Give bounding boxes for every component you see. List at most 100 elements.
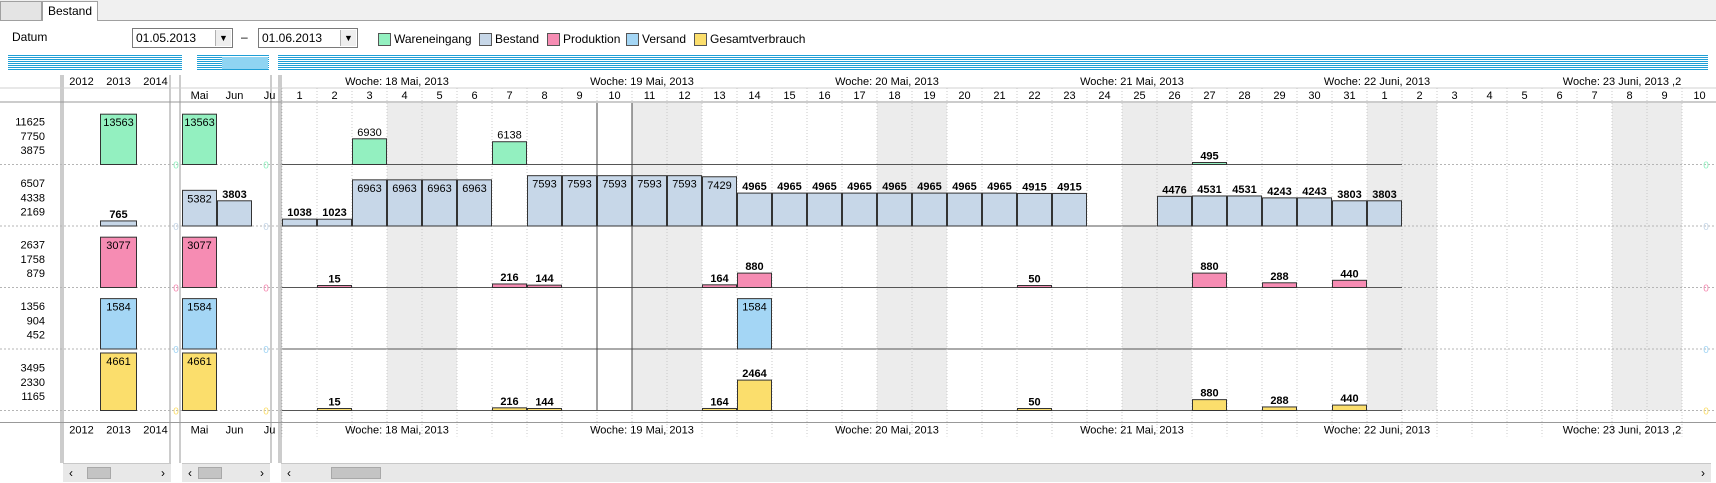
axis-zero-label: 0 <box>1703 161 1709 172</box>
day-tick-label: 16 <box>818 90 830 102</box>
y-tick-label: 3875 <box>21 145 45 157</box>
scroll-left-icon[interactable]: ‹ <box>188 466 192 480</box>
day-tick-label: 8 <box>541 90 547 102</box>
chevron-down-icon[interactable]: ▼ <box>340 30 356 46</box>
bar-value-label: 7593 <box>532 179 556 191</box>
day-bar <box>1297 197 1332 227</box>
day-bar <box>562 175 597 227</box>
day-tick-label: 9 <box>1661 90 1667 102</box>
bar-value-label: 1584 <box>187 302 211 314</box>
day-bar <box>737 298 772 350</box>
year-scrollbar[interactable]: ‹ › <box>63 463 171 482</box>
year-tick-label: 2012 <box>69 76 93 88</box>
day-tick-label: 11 <box>644 90 655 102</box>
weekend-shade <box>1647 103 1682 411</box>
scroll-left-icon[interactable]: ‹ <box>287 466 291 480</box>
legend-swatch <box>479 33 492 46</box>
day-bar <box>527 408 562 411</box>
bar-value-label: 7593 <box>602 179 626 191</box>
day-range-scrollbar[interactable] <box>278 55 1708 71</box>
day-tick-label: 23 <box>1063 90 1075 102</box>
legend-label: Produktion <box>563 32 621 46</box>
legend-label: Gesamtverbrauch <box>710 32 806 46</box>
scroll-thumb[interactable] <box>87 467 111 479</box>
scroll-right-icon[interactable]: › <box>260 466 264 480</box>
legend-swatch <box>547 33 560 46</box>
date-from-select[interactable]: 01.05.2013 ▼ <box>132 28 233 48</box>
bar-value-label: 6963 <box>462 183 486 195</box>
week-label: Woche: 19 Mai, 2013 <box>590 425 694 437</box>
bar-value-label: 3803 <box>1372 189 1396 201</box>
date-to-select[interactable]: 01.06.2013 ▼ <box>258 28 358 48</box>
day-bar <box>1017 285 1052 288</box>
day-bar <box>1262 406 1297 411</box>
bar-value-label: 880 <box>1200 261 1218 273</box>
scroll-right-icon[interactable]: › <box>1701 466 1705 480</box>
month-tick-label: Mai <box>191 90 209 102</box>
axis-zero-label: 0 <box>1703 284 1709 295</box>
bar-value-label: 216 <box>500 396 518 408</box>
day-bar <box>1192 272 1227 288</box>
scroll-thumb[interactable] <box>331 467 381 479</box>
day-bar <box>877 192 912 227</box>
aggregate-bar <box>182 298 217 350</box>
date-to-value: 01.06.2013 <box>262 31 323 45</box>
day-tick-label: 3 <box>1451 90 1457 102</box>
day-scrollbar[interactable]: ‹ › <box>281 463 1711 482</box>
day-bar <box>737 192 772 227</box>
bar-value-label: 440 <box>1340 268 1358 280</box>
week-label: Woche: 19 Mai, 2013 <box>590 76 694 88</box>
day-bar <box>492 283 527 288</box>
weekend-shade <box>1367 103 1402 411</box>
day-tick-label: 2 <box>1416 90 1422 102</box>
week-label: Woche: 18 Mai, 2013 <box>345 425 449 437</box>
axis-zero-label: 0 <box>263 284 269 295</box>
bar-value-label: 6930 <box>357 127 381 139</box>
week-label: Woche: 18 Mai, 2013 <box>345 76 449 88</box>
bar-value-label: 1023 <box>322 207 346 219</box>
bar-value-label: 6963 <box>392 183 416 195</box>
month-tick-label: Ju <box>264 90 276 102</box>
day-bar <box>1332 200 1367 227</box>
bar-value-label: 7429 <box>707 180 731 192</box>
day-tick-label: 17 <box>853 90 865 102</box>
weekend-shade <box>1122 103 1157 411</box>
bar-value-label: 164 <box>710 396 729 408</box>
scroll-thumb[interactable] <box>198 467 222 479</box>
day-tick-label: 1 <box>1381 90 1387 102</box>
day-tick-label: 10 <box>1693 90 1705 102</box>
scroll-left-icon[interactable]: ‹ <box>69 466 73 480</box>
bar-value-label: 15 <box>328 274 340 286</box>
bar-value-label: 7593 <box>567 179 591 191</box>
day-tick-label: 10 <box>608 90 620 102</box>
day-bar <box>317 285 352 288</box>
day-tick-label: 13 <box>713 90 725 102</box>
month-scrollbar[interactable]: ‹ › <box>182 463 270 482</box>
date-separator: – <box>241 30 248 44</box>
day-tick-label: 7 <box>506 90 512 102</box>
chevron-down-icon[interactable]: ▼ <box>215 30 231 46</box>
tab-blank[interactable] <box>0 1 42 20</box>
day-tick-label: 18 <box>888 90 900 102</box>
day-bar <box>457 179 492 227</box>
y-tick-label: 2330 <box>21 377 45 389</box>
aggregate-bar <box>100 113 137 165</box>
bar-value-label: 216 <box>500 272 518 284</box>
aggregate-bar <box>182 352 217 412</box>
week-label: Woche: 22 Juni, 2013 <box>1324 76 1430 88</box>
bar-value-label: 50 <box>1028 397 1040 409</box>
bar-value-label: 765 <box>109 209 127 221</box>
day-bar <box>737 379 772 411</box>
y-tick-label: 11625 <box>15 116 45 128</box>
aggregate-bar <box>182 236 217 288</box>
tab-bestand[interactable]: Bestand <box>42 1 98 21</box>
day-bar <box>1192 195 1227 227</box>
weekend-shade <box>632 103 667 411</box>
year-range-scrollbar[interactable] <box>8 55 182 71</box>
scroll-right-icon[interactable]: › <box>161 466 165 480</box>
day-tick-label: 22 <box>1028 90 1040 102</box>
y-tick-label: 1165 <box>21 391 45 403</box>
bar-value-label: 288 <box>1270 395 1288 407</box>
month-range-thumb[interactable] <box>222 57 268 69</box>
y-tick-label: 3495 <box>21 362 45 374</box>
